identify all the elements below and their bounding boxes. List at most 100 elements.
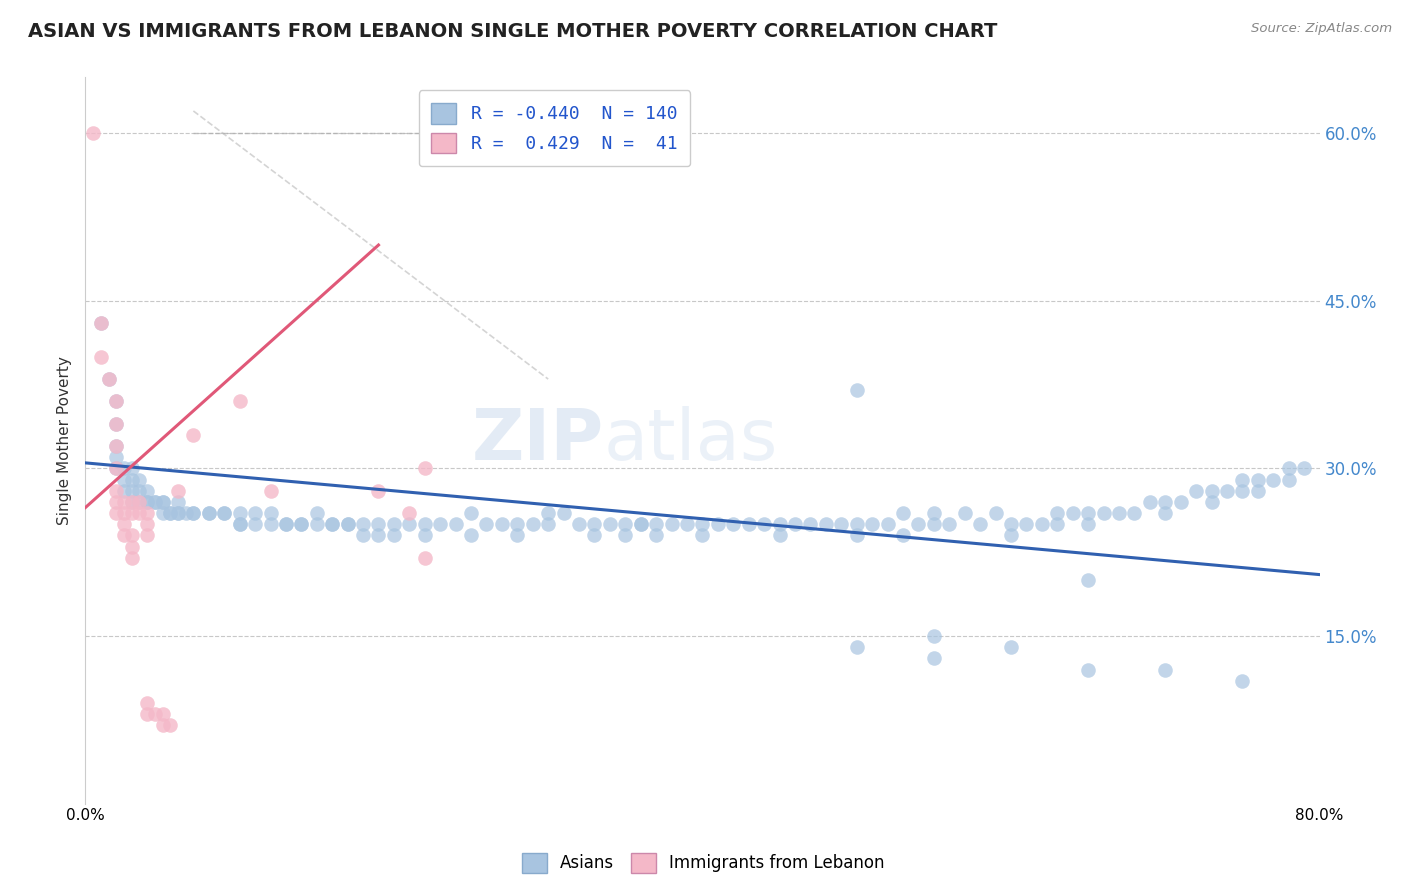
Point	[159, 506, 181, 520]
Point	[1216, 483, 1239, 498]
Point	[907, 517, 929, 532]
Point	[105, 483, 128, 498]
Point	[105, 461, 128, 475]
Point	[1123, 506, 1146, 520]
Point	[121, 495, 143, 509]
Point	[723, 517, 745, 532]
Legend: Asians, Immigrants from Lebanon: Asians, Immigrants from Lebanon	[515, 847, 891, 880]
Point	[136, 517, 159, 532]
Point	[830, 517, 852, 532]
Point	[112, 517, 135, 532]
Point	[860, 517, 883, 532]
Point	[121, 495, 143, 509]
Point	[1294, 461, 1316, 475]
Point	[475, 517, 498, 532]
Point	[413, 461, 436, 475]
Point	[121, 461, 143, 475]
Point	[174, 506, 197, 520]
Point	[105, 439, 128, 453]
Point	[274, 517, 297, 532]
Point	[105, 495, 128, 509]
Point	[1185, 483, 1208, 498]
Point	[953, 506, 976, 520]
Point	[336, 517, 359, 532]
Point	[143, 707, 166, 722]
Point	[506, 517, 529, 532]
Point	[1000, 528, 1022, 542]
Point	[128, 483, 150, 498]
Point	[1232, 473, 1254, 487]
Point	[1278, 461, 1301, 475]
Point	[614, 528, 637, 542]
Point	[136, 495, 159, 509]
Point	[614, 517, 637, 532]
Point	[553, 506, 575, 520]
Point	[382, 517, 405, 532]
Point	[1046, 517, 1069, 532]
Point	[167, 495, 190, 509]
Point	[105, 461, 128, 475]
Point	[1031, 517, 1053, 532]
Point	[1062, 506, 1084, 520]
Point	[105, 439, 128, 453]
Point	[228, 394, 250, 409]
Point	[352, 517, 374, 532]
Point	[413, 517, 436, 532]
Point	[1201, 483, 1223, 498]
Point	[568, 517, 591, 532]
Point	[259, 506, 281, 520]
Point	[321, 517, 343, 532]
Point	[112, 495, 135, 509]
Point	[413, 528, 436, 542]
Point	[630, 517, 652, 532]
Point	[1077, 573, 1099, 587]
Point	[136, 707, 159, 722]
Point	[274, 517, 297, 532]
Point	[1000, 640, 1022, 655]
Point	[152, 718, 174, 732]
Point	[491, 517, 513, 532]
Point	[922, 651, 945, 665]
Point	[876, 517, 898, 532]
Point	[1077, 663, 1099, 677]
Point	[167, 506, 190, 520]
Point	[105, 394, 128, 409]
Point	[97, 372, 120, 386]
Point	[1154, 495, 1177, 509]
Point	[290, 517, 312, 532]
Point	[183, 428, 205, 442]
Point	[305, 506, 328, 520]
Point	[112, 483, 135, 498]
Point	[128, 473, 150, 487]
Point	[1170, 495, 1192, 509]
Point	[159, 506, 181, 520]
Point	[537, 517, 560, 532]
Point	[198, 506, 221, 520]
Point	[922, 629, 945, 643]
Point	[352, 528, 374, 542]
Point	[212, 506, 235, 520]
Point	[152, 506, 174, 520]
Point	[583, 528, 606, 542]
Point	[305, 517, 328, 532]
Point	[382, 528, 405, 542]
Point	[121, 473, 143, 487]
Point	[460, 528, 482, 542]
Point	[506, 528, 529, 542]
Point	[183, 506, 205, 520]
Point	[121, 540, 143, 554]
Point	[922, 506, 945, 520]
Point	[845, 384, 868, 398]
Point	[799, 517, 821, 532]
Point	[630, 517, 652, 532]
Point	[1247, 483, 1270, 498]
Point	[969, 517, 991, 532]
Point	[243, 517, 266, 532]
Point	[152, 707, 174, 722]
Point	[768, 517, 790, 532]
Point	[159, 718, 181, 732]
Point	[167, 483, 190, 498]
Point	[1232, 673, 1254, 688]
Point	[413, 550, 436, 565]
Point	[259, 517, 281, 532]
